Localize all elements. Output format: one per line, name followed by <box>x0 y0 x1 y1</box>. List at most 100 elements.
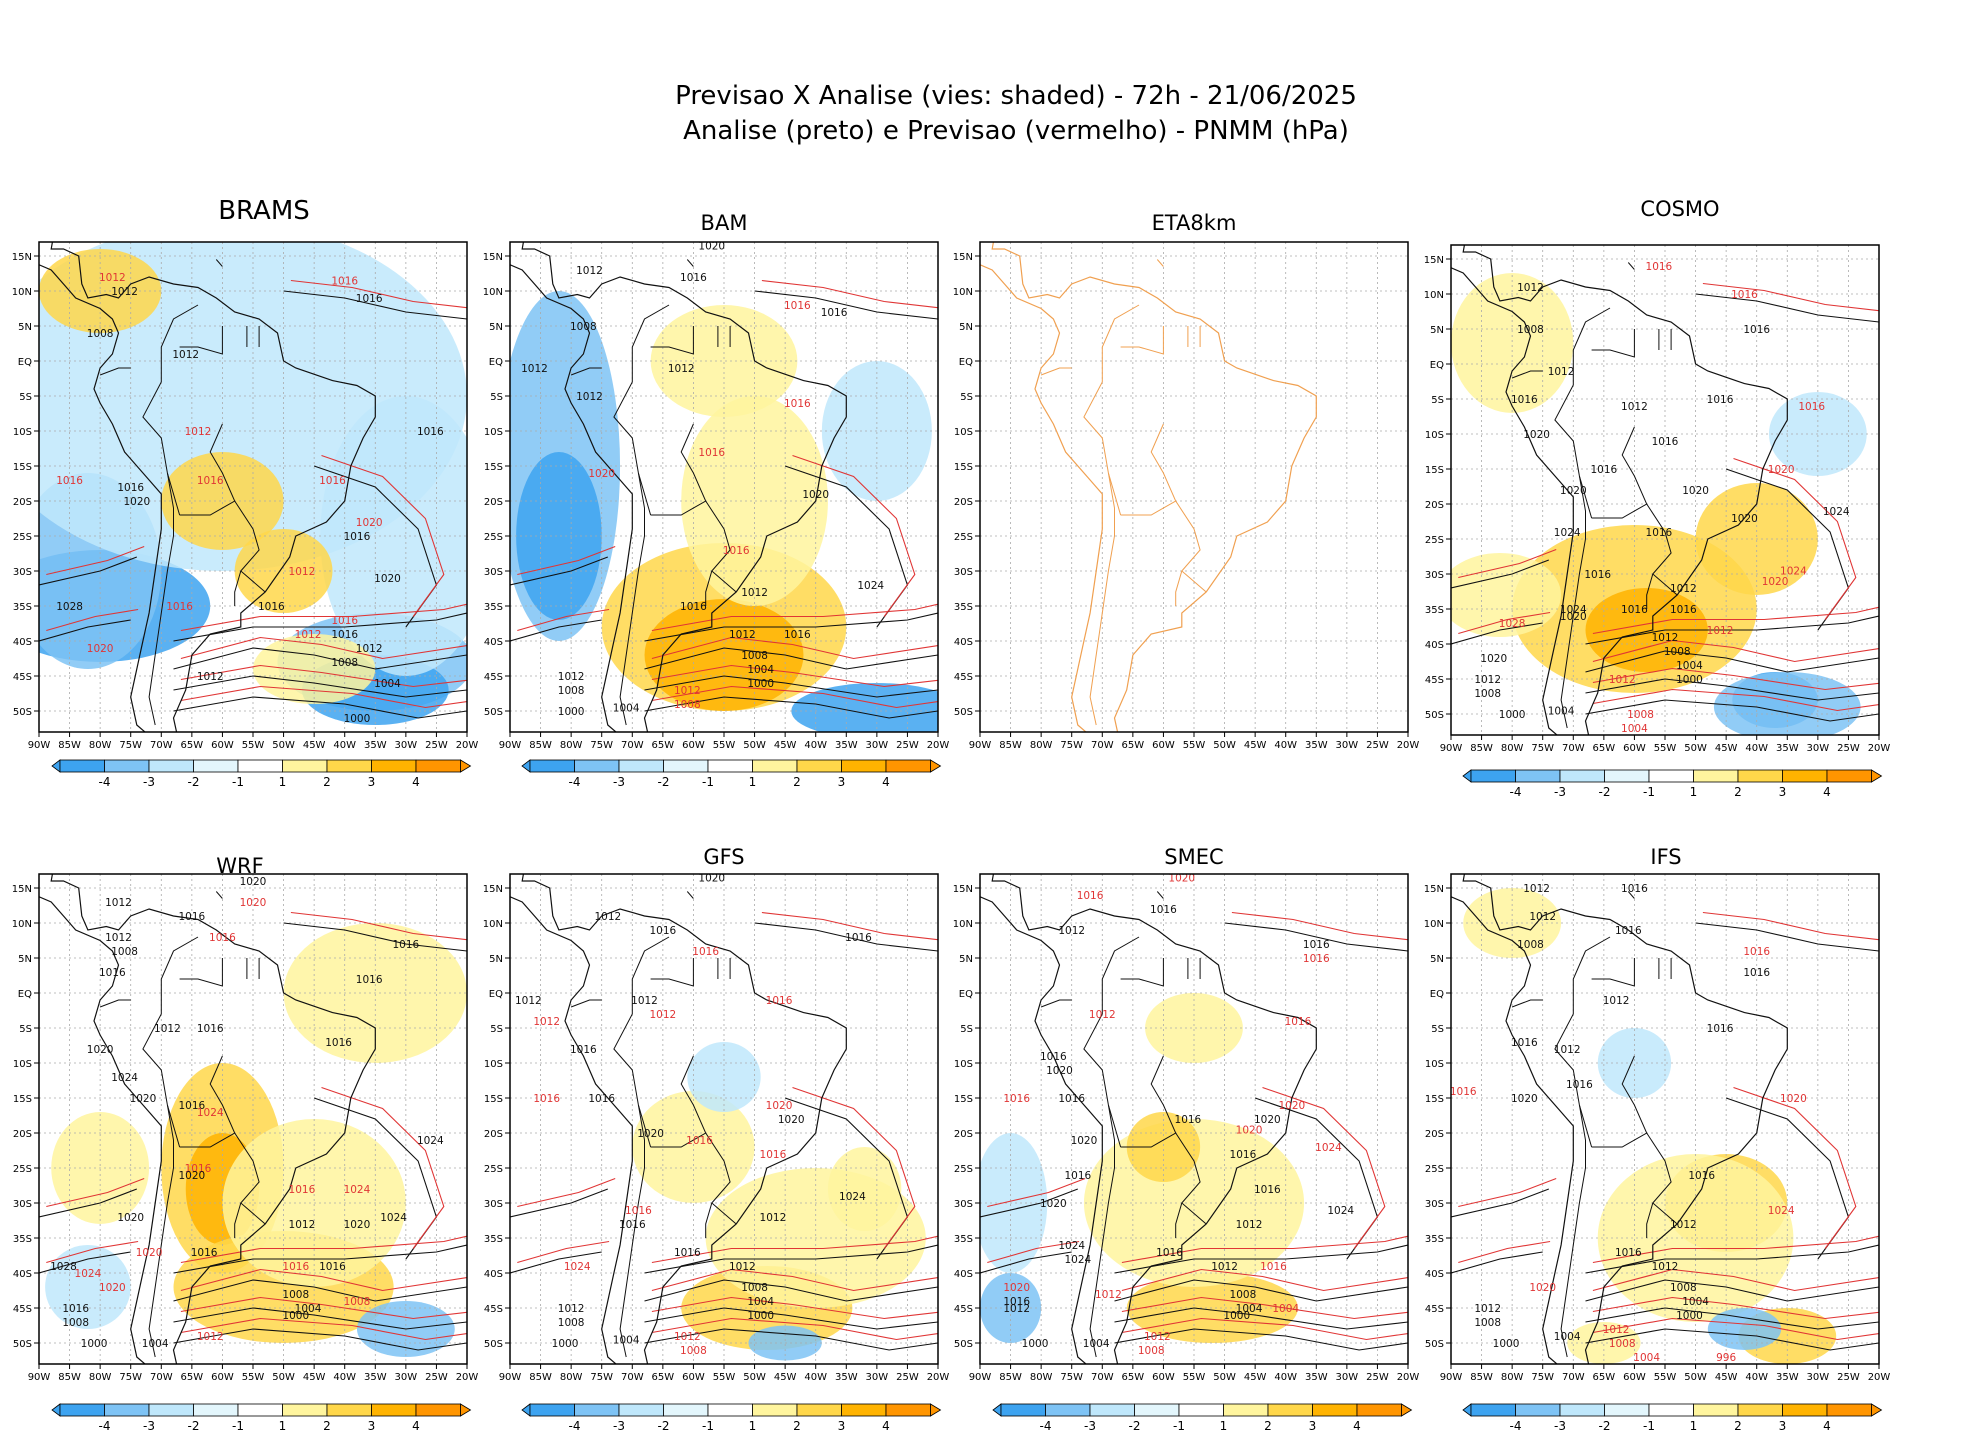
isobar-label: 1012 <box>1517 282 1544 294</box>
lon-tick-label: 50W <box>272 740 295 751</box>
isobar-label: 1028 <box>56 601 83 613</box>
colorbar-tick-label: -3 <box>143 775 155 789</box>
forecast-isobar <box>321 1086 445 1249</box>
lat-tick-label: 15S <box>13 1094 32 1105</box>
coastline <box>1451 245 1788 735</box>
country-border <box>234 1202 242 1238</box>
lon-tick-label: 45W <box>1244 1372 1267 1383</box>
analysis-isobar <box>173 675 467 698</box>
bias-shading-area <box>516 452 602 620</box>
analysis-isobar <box>644 675 938 698</box>
isobar-label: 1012 <box>760 1212 787 1224</box>
colorbar-tick-label: 1 <box>749 775 757 789</box>
lat-tick-label: 15N <box>953 884 973 895</box>
lat-tick-label: 5N <box>959 954 973 965</box>
isobar-label: 1020 <box>1511 1093 1538 1105</box>
coastline <box>980 874 1317 1364</box>
lat-tick-label: 25S <box>13 532 32 543</box>
isobar-label: 1016 <box>1621 883 1648 895</box>
lon-tick-label: 90W <box>28 1372 51 1383</box>
forecast-isobar <box>46 545 145 576</box>
colorbar-arrow-left <box>521 759 531 773</box>
lat-tick-label: 45S <box>1425 1304 1444 1315</box>
country-border <box>1120 423 1177 516</box>
bias-shading-area <box>161 452 284 550</box>
colorbar-swatch <box>1223 1403 1269 1417</box>
lon-tick-label: 45W <box>1715 1372 1738 1383</box>
colorbar-swatch <box>529 1403 575 1417</box>
lon-tick-label: 60W <box>1623 1372 1646 1383</box>
lat-tick-label: 40S <box>954 637 973 648</box>
lat-tick-label: 10N <box>12 919 32 930</box>
isobar-label: 1012 <box>1603 1324 1630 1336</box>
isobar-label: 1016 <box>1707 394 1734 406</box>
country-border <box>613 1013 652 1148</box>
lat-tick-label: 10S <box>954 427 973 438</box>
colorbar-swatch <box>1826 769 1872 783</box>
colorbar-arrow-left <box>992 1403 1002 1417</box>
isobar-label: 1012 <box>594 911 621 923</box>
colorbar-swatch <box>1178 1403 1224 1417</box>
isobar-label: 1020 <box>1768 464 1795 476</box>
coastline <box>510 874 847 1364</box>
isobar-label: 1000 <box>282 1310 309 1322</box>
island-outline <box>180 864 189 867</box>
isobar-label: 1024 <box>1560 604 1587 616</box>
isobar-label: 1012 <box>729 1261 756 1273</box>
forecast-isobar <box>1458 548 1557 579</box>
colorbar-swatch <box>796 759 842 773</box>
colorbar-swatch <box>1826 1403 1872 1417</box>
bias-shading-area <box>1145 993 1243 1063</box>
isobar-label: 1020 <box>356 517 383 529</box>
map-area: 1016 1016 1012 1012 1008 1012 1012 1016 1016 1016… <box>39 242 467 732</box>
isobar-label: 1016 <box>289 1184 316 1196</box>
isobar-label: 1012 <box>1652 1261 1679 1273</box>
lon-tick-label: 35W <box>364 1372 387 1383</box>
lat-tick-label: 30S <box>1425 1199 1444 1210</box>
lat-tick-label: 30S <box>954 567 973 578</box>
isobar-label: 1012 <box>674 1331 701 1343</box>
country-border <box>1554 1013 1593 1148</box>
analysis-isobar <box>283 922 467 952</box>
isobar-label: 1016 <box>649 925 676 937</box>
isobar-label: 1008 <box>1474 1317 1501 1329</box>
colorbar-arrow-left <box>521 1403 531 1417</box>
country-border <box>160 936 199 1014</box>
lon-tick-label: 30W <box>1807 1372 1830 1383</box>
isobar-label: 1020 <box>240 897 267 909</box>
isobar-label: 1020 <box>1254 1114 1281 1126</box>
lat-tick-label: 35S <box>1425 1234 1444 1245</box>
isobar-label: 1012 <box>533 1016 560 1028</box>
isobar-label: 1016 <box>1646 261 1673 273</box>
island-outline <box>1011 832 1072 850</box>
lon-tick-label: 85W <box>999 740 1022 751</box>
isobar-label: 1008 <box>282 1289 309 1301</box>
map-panel-bam: 1020 1012 1016 1016 1016 1008 1012 1012 1012 1016… <box>483 211 950 789</box>
isobar-label: 1016 <box>1175 1114 1202 1126</box>
isobar-label: 1012 <box>1707 625 1734 637</box>
isobar-label: 1016 <box>1511 1037 1538 1049</box>
isobar-label: 1016 <box>1077 890 1104 902</box>
country-border <box>1175 570 1183 606</box>
lon-tick-label: 90W <box>969 740 992 751</box>
colorbar-swatch <box>1470 1403 1516 1417</box>
isobar-label: 1016 <box>117 482 144 494</box>
country-border <box>1646 503 1678 596</box>
lon-tick-label: 30W <box>866 1372 889 1383</box>
forecast-isobar <box>180 1268 467 1292</box>
bias-shading-area <box>681 396 828 606</box>
lon-tick-label: 65W <box>181 740 204 751</box>
analysis-isobar <box>1585 615 1879 645</box>
country-border <box>613 381 652 516</box>
lon-tick-label: 65W <box>652 740 675 751</box>
lat-tick-label: 5N <box>18 322 32 333</box>
lat-tick-label: 10N <box>12 287 32 298</box>
analysis-isobar <box>283 290 467 320</box>
lat-tick-label: 50S <box>484 707 503 718</box>
panel-title: GFS <box>703 845 744 869</box>
lon-tick-label: 30W <box>1336 740 1359 751</box>
island-outline <box>608 225 645 236</box>
isobar-label: 1024 <box>197 1107 224 1119</box>
isobar-label: 1020 <box>136 1247 163 1259</box>
lon-tick-label: 60W <box>682 1372 705 1383</box>
